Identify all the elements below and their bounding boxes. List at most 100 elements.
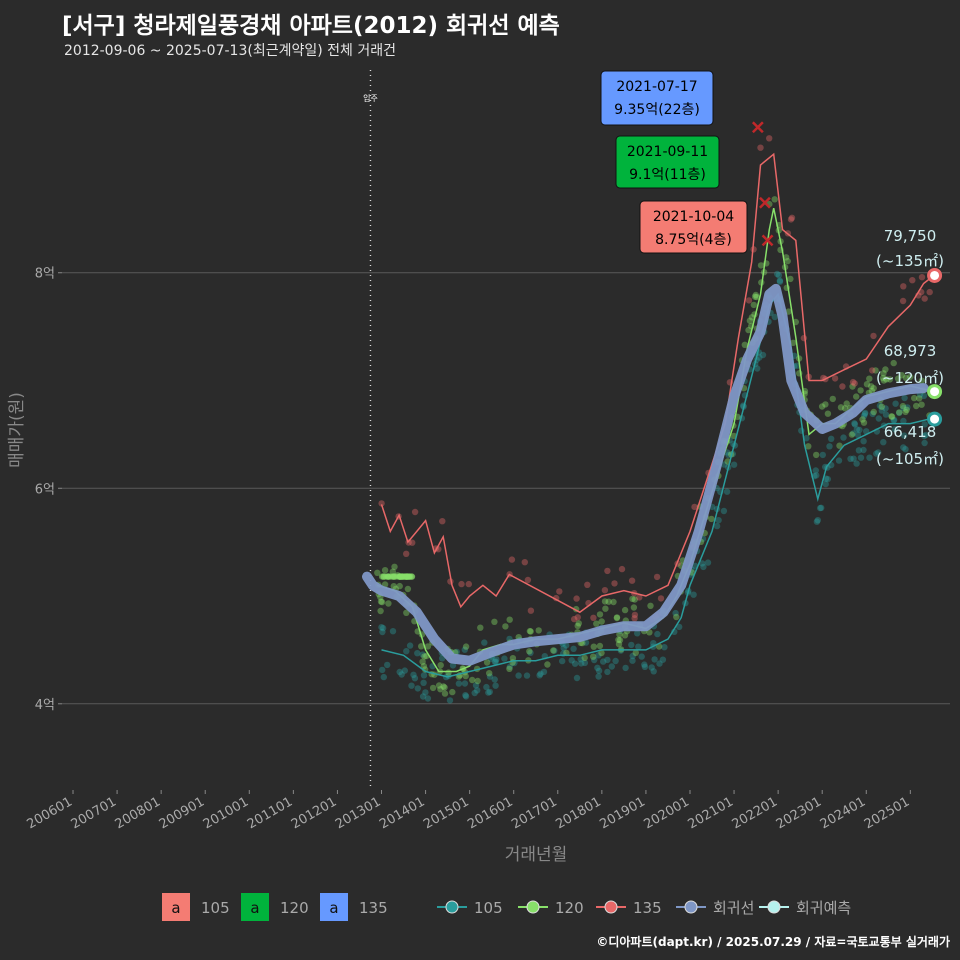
scatter-point-120	[913, 402, 920, 410]
scatter-point-105	[878, 407, 885, 414]
scatter-point-120	[429, 684, 437, 692]
scatter-point-135	[851, 380, 858, 387]
scatter-point-135	[653, 573, 661, 581]
scatter-point-120	[483, 659, 491, 666]
scatter-point-135	[899, 297, 907, 305]
scatter-point-105	[455, 680, 463, 687]
x-tick-label: 200801	[113, 794, 163, 832]
scatter-point-120	[866, 375, 873, 382]
scatter-point-120	[385, 600, 392, 607]
scatter-point-120	[491, 618, 498, 625]
scatter-point-135	[909, 277, 916, 284]
scatter-point-105	[700, 563, 707, 571]
scatter-point-105	[856, 426, 863, 434]
scatter-point-105	[775, 272, 783, 279]
move-in-marker: 입주	[363, 70, 378, 790]
scatter-point-105	[860, 412, 868, 420]
scatter-point-120	[615, 636, 622, 643]
scatter-point-120	[899, 402, 907, 410]
scatter-point-105	[650, 668, 657, 675]
scatter-point-105	[921, 439, 928, 447]
scatter-point-120	[389, 568, 396, 575]
scatter-point-120	[896, 409, 903, 416]
scatter-point-105	[819, 451, 826, 459]
scatter-point-120	[486, 670, 493, 677]
x-tick-label: 201401	[377, 794, 427, 832]
scatter-point-135	[458, 580, 465, 588]
scatter-point-105	[840, 434, 847, 441]
end-area-105: (~105㎡)	[876, 450, 944, 468]
annotation-box-105	[639, 200, 748, 254]
scatter-point-105	[776, 278, 784, 285]
x-tick-label: 200701	[69, 794, 119, 832]
scatter-point-120	[853, 393, 860, 400]
scatter-point-105	[485, 689, 492, 696]
scatter-point-120	[613, 614, 621, 621]
scatter-point-120	[390, 583, 397, 590]
scatter-point-120	[632, 649, 639, 656]
scatter-point-105	[813, 518, 821, 525]
scatter-point-120	[886, 376, 894, 383]
scatter-point-120	[805, 443, 812, 450]
scatter-point-120	[787, 275, 794, 283]
scatter-point-105	[461, 680, 469, 687]
end-value-105: 66,418	[884, 423, 937, 441]
scatter-point-105	[401, 667, 408, 674]
scatter-point-120	[391, 563, 398, 570]
legend-line-dot	[604, 900, 618, 914]
scatter-point-120	[888, 413, 895, 420]
scatter-point-105	[595, 667, 603, 674]
scatter-point-105	[594, 664, 601, 671]
scatter-point-120	[615, 640, 623, 648]
scatter-point-120	[911, 394, 918, 402]
scatter-point-120	[440, 683, 447, 690]
scatter-point-120	[598, 649, 605, 657]
scatter-point-135	[691, 503, 698, 511]
scatter-point-105	[389, 628, 397, 635]
scatter-point-105	[483, 683, 490, 691]
scatter-point-105	[803, 435, 810, 442]
scatter-point-105	[862, 409, 869, 417]
scatter-point-105	[853, 426, 861, 433]
scatter-point-120	[872, 367, 879, 374]
legend-line-dot	[684, 900, 698, 914]
x-tick-label: 202301	[774, 794, 824, 832]
scatter-point-105	[861, 410, 869, 418]
footer-credit: ©디아파트(dapt.kr) / 2025.07.29 / 자료=국토교통부 실…	[596, 935, 950, 949]
scatter-point-135	[636, 594, 643, 601]
scatter-point-105	[704, 559, 712, 566]
peak-annotations: 2021-07-17 9.35억(22층) 2021-09-11 9.1억(11층) 2…	[600, 70, 774, 254]
scatter-point-105	[491, 658, 499, 666]
end-marker-120	[927, 384, 943, 400]
scatter-point-105	[860, 446, 867, 454]
scatter-point-105	[892, 400, 899, 407]
scatter-point-120	[610, 598, 617, 606]
scatter-point-135	[556, 588, 563, 595]
scatter-point-105	[568, 657, 575, 664]
chart-subtitle: 2012-09-06 ~ 2025-07-13(최근계약일) 전체 거래건	[64, 43, 396, 59]
scatter-point-105	[754, 365, 761, 372]
scatter-point-120	[870, 385, 877, 392]
scatter-point-105	[573, 674, 581, 682]
scatter-point-105	[641, 663, 649, 670]
scatter-point-105	[380, 673, 387, 681]
scatter-point-105	[523, 672, 531, 679]
scatter-point-105	[635, 643, 642, 650]
chart-title: [서구] 청라제일풍경채 아파트(2012) 회귀선 예측	[62, 13, 560, 39]
scatter-point-105	[826, 443, 833, 450]
scatter-point-120	[903, 406, 910, 413]
scatter-point-105	[656, 660, 663, 667]
annotation-price: 9.35억(22층)	[614, 102, 700, 118]
annotation-price: 8.75억(4층)	[655, 232, 732, 248]
scatter-point-135	[657, 595, 665, 602]
scatter-point-105	[398, 671, 405, 678]
scatter-point-120	[602, 605, 609, 612]
scatter-point-135	[618, 565, 626, 573]
scatter-point-120	[757, 262, 765, 269]
scatter-point-120	[403, 609, 410, 616]
scatter-point-105	[622, 664, 629, 672]
scatter-point-105	[756, 354, 763, 361]
scatter-point-105	[721, 461, 728, 468]
scatter-point-105	[570, 645, 577, 652]
scatter-point-120	[841, 405, 849, 412]
